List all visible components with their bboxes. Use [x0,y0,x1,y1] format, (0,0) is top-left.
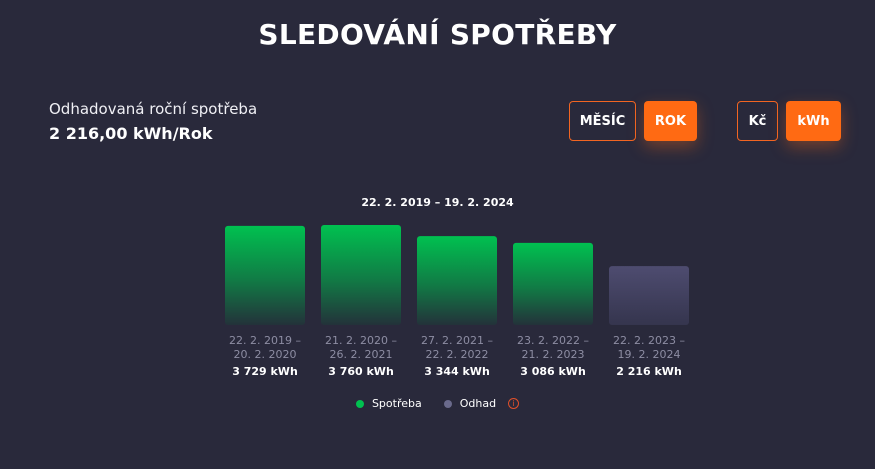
chart-value-label: 2 216 kWh [616,365,682,378]
chart-value-label: 3 760 kWh [328,365,394,378]
kwh-toggle-button[interactable]: kWh [786,101,841,141]
info-icon[interactable]: i [508,398,520,409]
chart-legend: Spotřeba Odhad i [0,397,875,410]
annual-estimate-label: Odhadovaná roční spotřeba [49,100,258,118]
chart-period-label: 19. 2. 2024 [618,348,681,361]
chart-period-label: 22. 2. 2022 [426,348,489,361]
month-toggle-button[interactable]: MĚSÍC [569,101,636,141]
legend-item-estimate: Odhad i [443,397,520,410]
chart-period-label: 22. 2. 2023 – [613,334,685,347]
chart-value-label: 3 086 kWh [520,365,586,378]
chart-value-label: 3 729 kWh [232,365,298,378]
chart-period-label: 21. 2. 2020 – [325,334,397,347]
year-toggle-button[interactable]: ROK [644,101,697,141]
chart-value-label: 3 344 kWh [424,365,490,378]
annual-estimate-value: 2 216,00 kWh/Rok [49,124,213,143]
chart-bar[interactable] [321,225,401,325]
legend-estimate-label: Odhad [459,397,497,410]
chart-bar[interactable] [513,242,593,325]
legend-estimate-dot [443,399,452,408]
chart-date-range: 22. 2. 2019 – 19. 2. 2024 [361,196,514,209]
chart-period-label: 22. 2. 2019 – [229,334,301,347]
page-title: SLEDOVÁNÍ SPOTŘEBY [258,18,617,51]
chart-bar[interactable] [417,236,497,325]
legend-consumption-label: Spotřeba [371,397,422,410]
chart-bar[interactable] [609,266,689,325]
currency-toggle-button[interactable]: Kč [737,101,778,141]
chart-period-label: 27. 2. 2021 – [421,334,493,347]
chart-bar[interactable] [225,225,305,325]
chart-period-label: 20. 2. 2020 [234,348,297,361]
legend-consumption-dot [355,399,364,408]
chart-period-label: 26. 2. 2021 [330,348,393,361]
chart-period-label: 23. 2. 2022 – [517,334,589,347]
chart-period-label: 21. 2. 2023 [522,348,585,361]
legend-item-consumption: Spotřeba [355,397,422,410]
